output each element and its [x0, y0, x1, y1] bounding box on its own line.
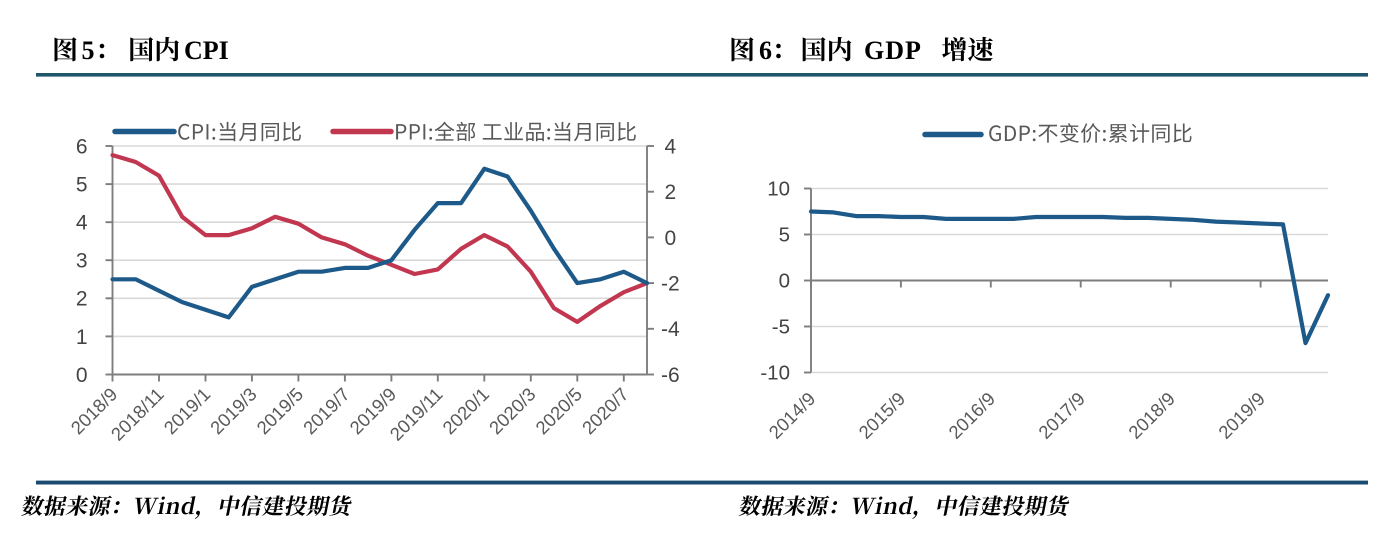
- svg-text:0: 0: [779, 270, 790, 293]
- svg-text:4: 4: [76, 212, 88, 235]
- svg-text:CPI: CPI: [184, 36, 229, 65]
- svg-text:2: 2: [76, 288, 88, 311]
- svg-text:6: 6: [759, 36, 772, 65]
- svg-text:5: 5: [779, 224, 790, 247]
- svg-text:0: 0: [664, 227, 676, 250]
- svg-text:1: 1: [76, 326, 88, 349]
- svg-text:GDP: GDP: [864, 36, 922, 65]
- svg-text:-10: -10: [760, 362, 790, 385]
- svg-text:6: 6: [76, 135, 88, 158]
- svg-text:4: 4: [664, 135, 676, 158]
- svg-text:-6: -6: [661, 364, 680, 387]
- svg-text:-5: -5: [772, 316, 790, 339]
- svg-text:10: 10: [767, 178, 790, 201]
- svg-text:0: 0: [76, 364, 88, 387]
- svg-text:3: 3: [76, 250, 88, 273]
- svg-text:-2: -2: [661, 273, 680, 296]
- svg-text:5: 5: [82, 36, 95, 65]
- svg-text:-4: -4: [661, 318, 680, 341]
- svg-text:2: 2: [664, 181, 676, 204]
- svg-text:5: 5: [76, 174, 88, 197]
